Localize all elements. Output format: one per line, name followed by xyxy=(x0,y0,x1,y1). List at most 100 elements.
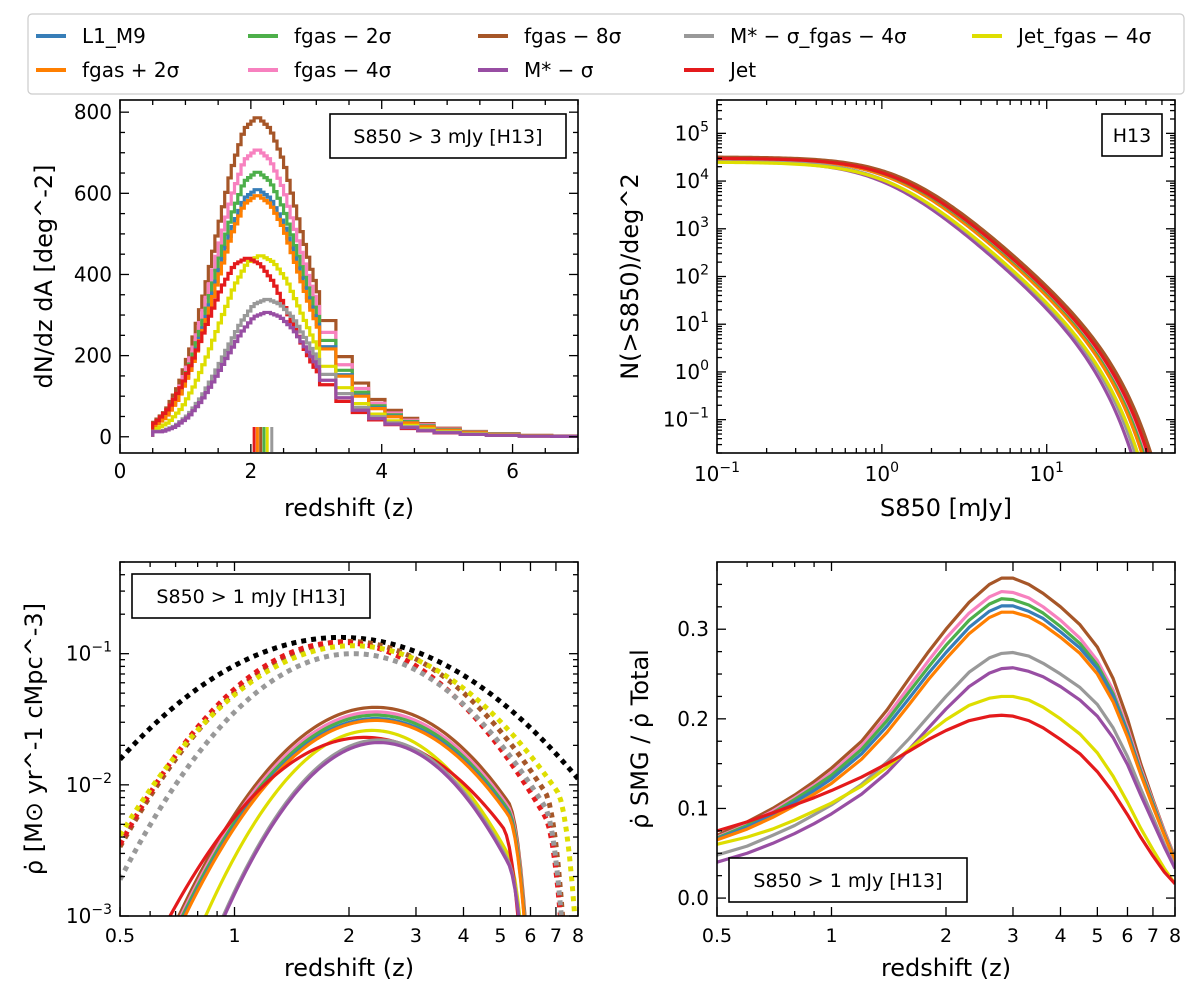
y-tick-label: 0.1 xyxy=(677,796,709,820)
x-tick-label: 7 xyxy=(1147,925,1159,947)
title-box-frame xyxy=(329,113,567,159)
y-tick-label: 400 xyxy=(74,262,112,286)
legend-item: fgas − 2σ xyxy=(248,24,392,48)
series-line xyxy=(151,310,578,439)
x-tick-label: 6 xyxy=(1121,925,1133,947)
legend-item: fgas + 2σ xyxy=(36,58,180,82)
x-tick-label: 0 xyxy=(114,459,127,483)
series-line xyxy=(717,694,1175,885)
x-tick-label: 5 xyxy=(494,925,506,947)
series-line xyxy=(151,297,578,438)
plot-area xyxy=(717,576,1175,885)
total-sfrd-dotted xyxy=(120,634,578,781)
title-box-label: S850 > 3 mJy [H13] xyxy=(353,126,542,148)
x-tick-label: 8 xyxy=(1169,925,1181,947)
x-tick-label: 1 xyxy=(825,925,837,947)
y-tick-label: 0.0 xyxy=(677,886,709,910)
panel-bottom-right: 0.5 1 2 3 4 5 6 7 8 0.0 0.1 0.2 0.3 redshift (z) ρ̇ SM… xyxy=(626,561,1181,982)
x-tick-label: 101 xyxy=(1030,460,1064,486)
y-tick-label: 101 xyxy=(675,310,709,336)
title-box-label: S850 > 1 mJy [H13] xyxy=(156,586,345,608)
series-line xyxy=(717,650,1175,868)
panel-bottom-left: 0.5 1 2 3 4 5 6 7 8 10−3 10−2 10−1 redshift (z) ρ̇ [M… xyxy=(20,561,584,982)
x-tick-label: 3 xyxy=(1007,925,1019,947)
x-axis-label: S850 [mJy] xyxy=(880,494,1012,522)
series-line xyxy=(203,728,522,916)
total-sfrd-dotted xyxy=(120,651,564,916)
y-tick-label: 0.3 xyxy=(677,617,709,641)
x-tick-label: 10−1 xyxy=(694,460,740,486)
series-line xyxy=(180,713,526,916)
legend-label: Jet_fgas − 4σ xyxy=(1016,24,1152,48)
series-line xyxy=(151,256,578,438)
series-line xyxy=(179,710,527,916)
series-line xyxy=(717,156,1150,453)
legend-label: M* − σ_fgas − 4σ xyxy=(730,24,907,48)
legend-label: fgas + 2σ xyxy=(82,58,180,82)
legend-label: fgas − 8σ xyxy=(524,24,622,48)
series-line xyxy=(717,713,1175,885)
panel-top-left: 0 2 4 6 0 200 400 600 800 redshift (z) dN/dz dA [d… xyxy=(30,99,579,522)
y-tick-label: 105 xyxy=(675,119,709,145)
y-axis-label: ρ̇ SMG / ρ̇ Total xyxy=(626,649,654,829)
plot-area xyxy=(151,116,578,452)
x-tick-label: 2 xyxy=(343,925,355,947)
x-tick-label: 7 xyxy=(550,925,562,947)
title-box-label: S850 > 1 mJy [H13] xyxy=(753,870,942,892)
x-tick-label: 4 xyxy=(375,459,388,483)
legend-label: M* − σ xyxy=(524,58,594,82)
series-line xyxy=(151,188,578,438)
x-tick-label: 2 xyxy=(940,925,952,947)
x-tick-label: 6 xyxy=(524,925,536,947)
series-line xyxy=(222,740,521,916)
x-tick-label: 8 xyxy=(572,925,584,947)
x-tick-label: 4 xyxy=(457,925,469,947)
x-tick-label: 0.5 xyxy=(105,925,135,947)
x-tick-label: 100 xyxy=(865,460,899,486)
series-line xyxy=(151,194,578,438)
y-tick-label: 200 xyxy=(74,344,112,368)
y-tick-label: 100 xyxy=(675,358,709,384)
legend-item: Jet xyxy=(684,58,756,82)
legend-item: Jet_fgas − 4σ xyxy=(972,24,1152,48)
y-axis-label: dN/dz dA [deg^-2] xyxy=(30,164,58,388)
series-line xyxy=(717,576,1175,859)
x-tick-label: 1 xyxy=(228,925,240,947)
y-tick-label: 800 xyxy=(74,100,112,124)
y-tick-label: 102 xyxy=(675,263,709,289)
title-box-label: H13 xyxy=(1113,125,1151,147)
x-tick-label: 3 xyxy=(410,925,422,947)
legend-item: L1_M9 xyxy=(36,24,146,48)
legend-frame xyxy=(27,13,1185,95)
series-line xyxy=(717,160,1140,453)
x-tick-label: 6 xyxy=(506,459,519,483)
legend-item: fgas − 4σ xyxy=(248,58,392,82)
x-tick-label: 5 xyxy=(1091,925,1103,947)
panel-top-right: 10−1 100 101 10−1 100 101 102 103 104 105 S850 [mJ… xyxy=(616,99,1176,522)
y-tick-label: 10−2 xyxy=(66,771,112,797)
legend-item: M* − σ_fgas − 4σ xyxy=(684,24,907,48)
legend-label: fgas − 4σ xyxy=(294,58,392,82)
legend-item: M* − σ xyxy=(478,58,594,82)
series-line xyxy=(717,610,1175,862)
x-axis-label: redshift (z) xyxy=(284,954,414,982)
series-line xyxy=(183,718,526,916)
x-tick-label: 2 xyxy=(244,459,257,483)
title-box: S850 > 3 mJy [H13] xyxy=(329,113,567,159)
title-box-frame xyxy=(131,573,371,619)
y-axis-label: ρ̇ [M⊙ yr^-1 cMpc^-3] xyxy=(20,603,48,875)
x-tick-label: 0.5 xyxy=(702,925,732,947)
series-line xyxy=(717,666,1175,870)
plot-area xyxy=(717,155,1153,453)
total-sfrd-dotted xyxy=(120,643,578,916)
legend-item: fgas − 8σ xyxy=(478,24,622,48)
y-tick-label: 104 xyxy=(675,167,709,193)
x-axis-label: redshift (z) xyxy=(284,494,414,522)
title-box-frame xyxy=(1101,113,1163,157)
y-tick-label: 0.2 xyxy=(677,707,709,731)
title-box: S850 > 1 mJy [H13] xyxy=(728,857,968,903)
x-axis-label: redshift (z) xyxy=(881,954,1011,982)
y-tick-label: 10−1 xyxy=(66,640,112,666)
